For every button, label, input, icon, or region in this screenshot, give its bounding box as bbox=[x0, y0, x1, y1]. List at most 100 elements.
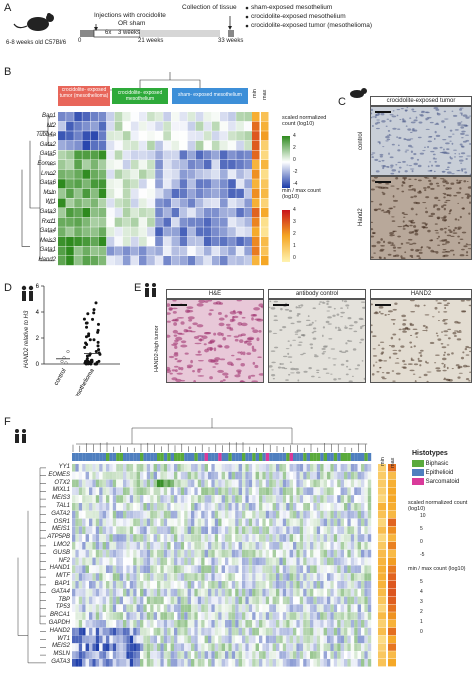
heat-cell bbox=[252, 526, 256, 534]
min-cell bbox=[378, 495, 386, 503]
heat-cell bbox=[296, 526, 300, 534]
heat-cell bbox=[235, 604, 239, 612]
heat-cell bbox=[208, 635, 212, 644]
heat-cell bbox=[197, 464, 202, 472]
heat-cell bbox=[66, 150, 74, 160]
heat-cell bbox=[361, 581, 365, 589]
heat-cell bbox=[259, 573, 263, 581]
heat-cell bbox=[160, 495, 164, 503]
heat-cell bbox=[276, 635, 280, 644]
heat-cell bbox=[163, 140, 171, 150]
heat-cell bbox=[122, 169, 131, 179]
heat-cell bbox=[220, 121, 228, 131]
heat-cell bbox=[102, 495, 106, 503]
heat-cell bbox=[82, 627, 86, 636]
heat-cell bbox=[255, 534, 259, 542]
heat-cell bbox=[72, 464, 76, 472]
heat-cell bbox=[146, 612, 151, 620]
heat-cell bbox=[303, 573, 307, 581]
heat-cell bbox=[255, 464, 259, 472]
heat-cell bbox=[106, 510, 110, 519]
heat-cell bbox=[82, 112, 90, 122]
heat-cell bbox=[299, 612, 304, 620]
heat-cell bbox=[146, 510, 151, 519]
heat-cell bbox=[272, 651, 276, 659]
heat-cell bbox=[340, 565, 344, 573]
heat-cell bbox=[106, 236, 115, 246]
heat-cell bbox=[350, 565, 355, 573]
heat-cell bbox=[255, 510, 259, 519]
heat-cell bbox=[313, 549, 317, 558]
heat-cell bbox=[106, 479, 110, 488]
heat-cell bbox=[367, 510, 372, 519]
heat-cell bbox=[78, 557, 83, 566]
histotype-cell bbox=[194, 453, 198, 461]
heat-cell bbox=[74, 256, 82, 266]
heat-cell bbox=[122, 188, 131, 198]
heat-cell bbox=[272, 471, 276, 480]
heat-cell bbox=[364, 518, 368, 527]
heat-cell bbox=[122, 150, 131, 160]
heat-cell bbox=[316, 503, 321, 511]
heat-cell bbox=[211, 588, 215, 597]
histotype-cell bbox=[191, 453, 195, 461]
heat-cell bbox=[221, 510, 225, 519]
heat-cell bbox=[357, 464, 361, 472]
max-cell bbox=[388, 635, 396, 643]
heat-cell bbox=[279, 643, 283, 651]
heat-cell bbox=[236, 208, 244, 218]
heat-cell bbox=[357, 627, 361, 636]
heat-cell bbox=[245, 495, 249, 503]
heat-cell bbox=[140, 503, 144, 511]
heat-cell bbox=[99, 627, 103, 636]
heat-cell bbox=[214, 612, 219, 620]
heat-cell bbox=[177, 487, 181, 495]
heat-cell bbox=[130, 112, 139, 122]
heat-cell bbox=[333, 526, 338, 534]
heat-cell bbox=[116, 659, 120, 667]
heat-cell bbox=[58, 256, 66, 266]
heat-cell bbox=[231, 659, 236, 667]
heat-cell bbox=[330, 542, 334, 550]
heat-cell bbox=[299, 479, 304, 488]
heat-cell bbox=[78, 627, 83, 636]
heat-cell bbox=[361, 495, 365, 503]
heat-cell bbox=[354, 612, 358, 620]
heat-cell bbox=[136, 651, 140, 659]
heat-cell bbox=[180, 464, 185, 472]
heat-cell bbox=[221, 588, 225, 597]
heat-cell bbox=[214, 510, 219, 519]
or-sham-label: OR sham bbox=[118, 20, 146, 27]
heat-cell bbox=[203, 246, 212, 256]
heat-cell bbox=[163, 542, 168, 550]
heat-cell bbox=[72, 542, 76, 550]
heat-cell bbox=[265, 659, 270, 667]
heat-cell bbox=[82, 573, 86, 581]
heat-cell bbox=[72, 588, 76, 597]
heat-cell bbox=[72, 518, 76, 527]
heat-cell bbox=[112, 479, 117, 488]
heat-cell bbox=[286, 557, 290, 566]
heat-cell bbox=[248, 612, 253, 620]
heat-cell bbox=[72, 526, 76, 534]
heat-cell bbox=[184, 471, 188, 480]
heat-cell bbox=[255, 604, 259, 612]
heat-cell bbox=[147, 227, 155, 237]
heat-cell bbox=[231, 542, 236, 550]
legend2-tick-f: 5 bbox=[420, 579, 423, 585]
heat-cell bbox=[364, 588, 368, 597]
heat-cell bbox=[123, 495, 127, 503]
heat-cell bbox=[102, 464, 106, 472]
gene-label-f: GATA4 bbox=[51, 588, 70, 595]
heat-cell bbox=[187, 510, 191, 519]
heat-cell bbox=[89, 495, 93, 503]
min-cell bbox=[378, 471, 386, 480]
heat-cell bbox=[146, 596, 151, 605]
heat-cell bbox=[109, 651, 113, 659]
heat-cell bbox=[85, 549, 89, 558]
heat-cell bbox=[323, 627, 327, 636]
heat-cell bbox=[310, 604, 314, 612]
heat-cell bbox=[299, 487, 304, 495]
heat-cell bbox=[126, 604, 130, 612]
heat-cell bbox=[194, 510, 198, 519]
